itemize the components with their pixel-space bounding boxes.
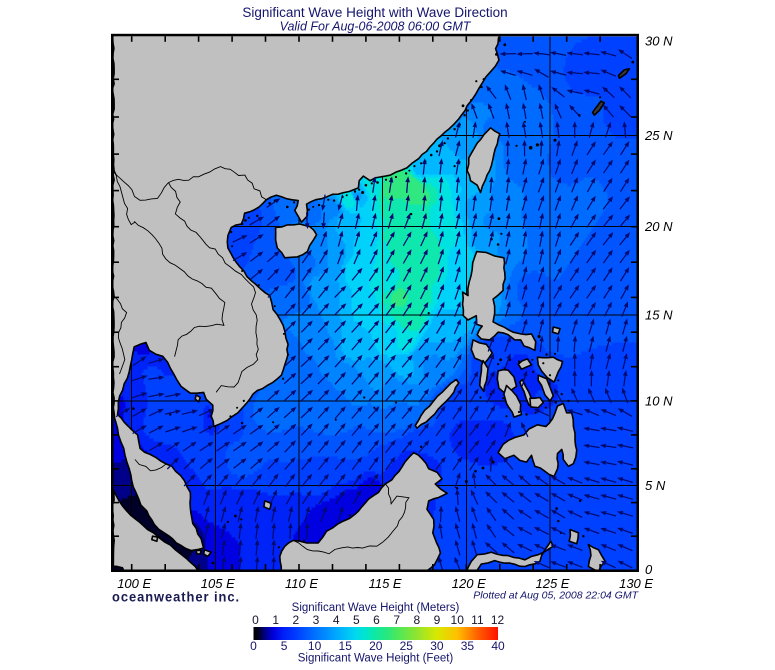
svg-text:Significant Wave Height (Feet): Significant Wave Height (Feet): [298, 653, 454, 665]
svg-text:40: 40: [491, 639, 505, 653]
svg-text:30 N: 30 N: [645, 34, 673, 49]
svg-text:12: 12: [491, 613, 505, 627]
svg-text:120 E: 120 E: [452, 576, 486, 591]
svg-text:30: 30: [430, 639, 444, 653]
svg-text:25: 25: [400, 639, 414, 653]
svg-text:Valid For Aug-06-2008 06:00 GM: Valid For Aug-06-2008 06:00 GMT: [280, 20, 472, 34]
svg-text:0: 0: [250, 639, 257, 653]
svg-text:oceanweather inc.: oceanweather inc.: [112, 590, 240, 605]
svg-text:1: 1: [272, 613, 279, 627]
svg-text:6: 6: [373, 613, 380, 627]
svg-text:20: 20: [369, 639, 383, 653]
svg-text:Significant Wave Height (Meter: Significant Wave Height (Meters): [292, 602, 460, 614]
svg-text:125 E: 125 E: [536, 576, 570, 591]
svg-text:10: 10: [451, 613, 465, 627]
svg-text:11: 11: [471, 613, 484, 627]
svg-text:Significant Wave Height with W: Significant Wave Height with Wave Direct…: [242, 5, 507, 20]
svg-text:20 N: 20 N: [644, 219, 673, 234]
svg-text:100 E: 100 E: [117, 576, 151, 591]
svg-text:25 N: 25 N: [644, 128, 673, 143]
svg-text:2: 2: [292, 613, 299, 627]
svg-text:9: 9: [434, 613, 441, 627]
svg-text:105 E: 105 E: [201, 576, 235, 591]
svg-text:5: 5: [281, 639, 288, 653]
svg-text:115 E: 115 E: [369, 576, 402, 591]
svg-text:5: 5: [353, 613, 360, 627]
svg-text:15 N: 15 N: [645, 307, 673, 322]
svg-text:3: 3: [313, 613, 320, 627]
svg-text:110 E: 110 E: [285, 576, 318, 591]
svg-text:0: 0: [645, 562, 653, 577]
svg-text:130 E: 130 E: [619, 576, 653, 591]
svg-text:4: 4: [333, 613, 340, 627]
svg-text:Plotted at Aug 05, 2008 22:04: Plotted at Aug 05, 2008 22:04 GMT: [473, 590, 639, 602]
svg-text:15: 15: [339, 639, 353, 653]
svg-text:35: 35: [461, 639, 475, 653]
svg-text:10: 10: [308, 639, 322, 653]
svg-text:5 N: 5 N: [645, 478, 666, 493]
svg-text:0: 0: [252, 613, 259, 627]
svg-text:7: 7: [393, 613, 400, 627]
svg-text:10 N: 10 N: [645, 393, 673, 408]
svg-text:8: 8: [414, 613, 421, 627]
